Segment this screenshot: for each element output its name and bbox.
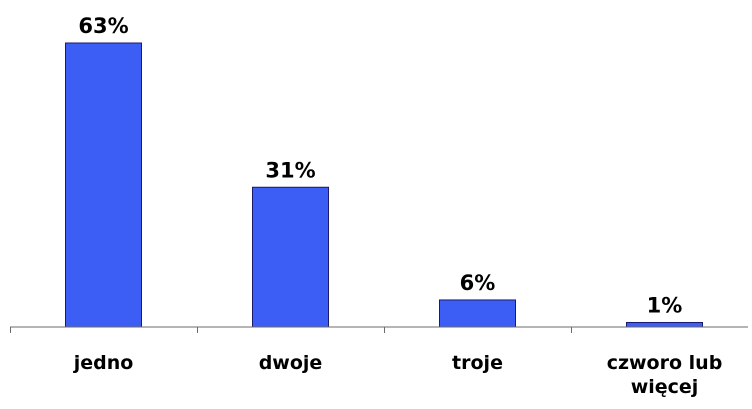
bar-troje (439, 299, 516, 328)
category-label-dwoje: dwoje (259, 352, 323, 374)
bars-layer (65, 42, 703, 328)
category-label-jedno: jedno (73, 352, 134, 374)
data-label-troje: 6% (460, 271, 496, 295)
bar-czworo-lub-wiecej (626, 321, 703, 328)
bar-jedno (65, 42, 142, 328)
x-axis (10, 326, 748, 333)
data-label-jedno: 63% (78, 14, 128, 38)
category-label-czworo-lub-wiecej: czworo lub więcej (607, 352, 723, 398)
data-label-czworo-lub-wiecej: 1% (647, 293, 683, 317)
category-labels-layer: jedno dwoje troje czworo lub więcej (73, 352, 723, 398)
bar-dwoje (252, 186, 329, 328)
category-label-troje: troje (452, 352, 503, 374)
data-label-dwoje: 31% (265, 158, 315, 182)
value-labels-layer: 63% 31% 6% 1% (78, 14, 682, 317)
